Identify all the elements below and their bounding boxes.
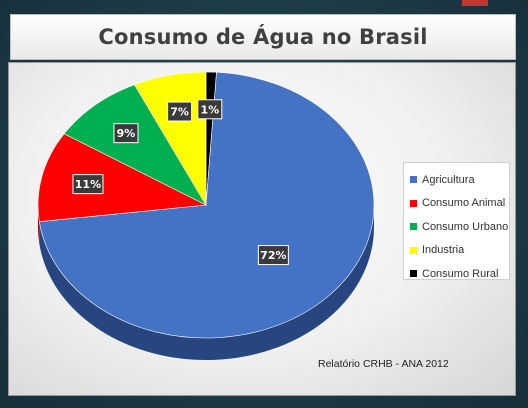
pie-slice-consumo-urbano bbox=[63, 84, 207, 206]
svg-text:1%: 1% bbox=[200, 103, 219, 116]
legend-label: Agricultura bbox=[422, 173, 475, 186]
data-label-consumo-rural: 1% bbox=[197, 99, 223, 120]
legend-swatch bbox=[410, 246, 417, 254]
title-banner: Consumo de Água no Brasil bbox=[10, 14, 516, 60]
pie-slice-consumo-animal bbox=[37, 133, 208, 222]
data-label-consumo-animal: 11% bbox=[72, 174, 104, 195]
legend-item-consumo-urbano: Consumo Urbano bbox=[410, 215, 509, 239]
legend-item-consumo-animal: Consumo Animal bbox=[410, 192, 509, 216]
legend-item-consumo-rural: Consumo Rural bbox=[410, 262, 509, 286]
source-note: Relatório CRHB - ANA 2012 bbox=[318, 358, 449, 370]
data-label-industria: 7% bbox=[167, 101, 193, 122]
svg-text:7%: 7% bbox=[170, 106, 189, 119]
pie-side-agricultura bbox=[39, 205, 374, 361]
svg-text:11%: 11% bbox=[75, 178, 101, 191]
chart-title: Consumo de Água no Brasil bbox=[98, 25, 428, 49]
legend-label: Consumo Urbano bbox=[422, 220, 509, 233]
legend-label: Consumo Rural bbox=[422, 267, 499, 280]
pie-data-labels: 1% 72% 11% 9% 7% bbox=[72, 99, 289, 266]
pie-slices bbox=[37, 71, 375, 339]
legend-swatch bbox=[410, 223, 417, 231]
slide-accent-bar bbox=[462, 0, 488, 6]
legend-item-agricultura: Agricultura bbox=[410, 168, 509, 192]
svg-text:9%: 9% bbox=[117, 127, 136, 140]
legend-swatch bbox=[410, 176, 417, 184]
legend-item-industria: Industria bbox=[410, 239, 509, 263]
legend-swatch bbox=[410, 199, 417, 207]
data-label-agricultura: 72% bbox=[257, 245, 289, 266]
legend-label: Industria bbox=[422, 244, 465, 257]
svg-text:72%: 72% bbox=[260, 249, 286, 262]
chart-legend: Agricultura Consumo Animal Consumo Urbano I… bbox=[403, 162, 510, 280]
data-label-consumo-urbano: 9% bbox=[113, 123, 139, 144]
legend-swatch bbox=[410, 270, 417, 278]
legend-label: Consumo Animal bbox=[422, 197, 506, 210]
